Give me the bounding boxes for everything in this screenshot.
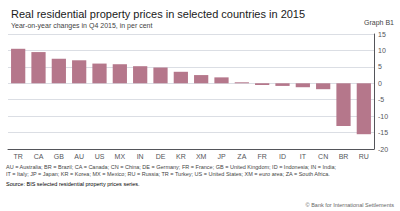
svg-text:BIS selected residential prope: BIS selected residential property prices…: [26, 181, 140, 187]
svg-text:-15: -15: [378, 129, 388, 136]
svg-text:RU: RU: [359, 153, 369, 160]
svg-text:IN: IN: [137, 153, 144, 160]
svg-text:CA: CA: [34, 153, 44, 160]
svg-text:5: 5: [378, 63, 382, 70]
svg-text:-10: -10: [378, 113, 388, 120]
svg-text:TR: TR: [13, 153, 22, 160]
svg-text:KR: KR: [176, 153, 186, 160]
svg-text:CN: CN: [318, 153, 328, 160]
svg-text:FR: FR: [257, 153, 266, 160]
svg-text:15: 15: [378, 31, 386, 38]
svg-text:DE: DE: [156, 153, 166, 160]
svg-text:Source:: Source:: [6, 181, 25, 187]
svg-text:AU: AU: [74, 153, 84, 160]
svg-text:IT: IT: [300, 153, 307, 160]
svg-text:MX: MX: [115, 153, 126, 160]
svg-text:ZA: ZA: [237, 153, 246, 160]
svg-text:US: US: [95, 153, 105, 160]
svg-text:0: 0: [378, 80, 382, 87]
svg-text:© Bank for International Settl: © Bank for International Settlements: [306, 202, 395, 208]
svg-text:BR: BR: [339, 153, 349, 160]
svg-text:IT = Italy; JP = Japan; KR = K: IT = Italy; JP = Japan; KR = Korea; MX =…: [6, 171, 330, 177]
svg-text:AU = Australia; BR = Brazil; C: AU = Australia; BR = Brazil; CA = Canada…: [6, 164, 336, 170]
svg-text:Real residential property pric: Real residential property prices in sele…: [11, 8, 305, 20]
svg-text:XM: XM: [196, 153, 207, 160]
svg-text:-5: -5: [378, 96, 384, 103]
svg-text:-20: -20: [378, 146, 388, 153]
svg-text:10: 10: [378, 47, 386, 54]
svg-text:Year-on-year changes in Q4 201: Year-on-year changes in Q4 2015, in per …: [11, 22, 152, 30]
svg-text:JP: JP: [217, 153, 226, 160]
svg-text:Graph B1: Graph B1: [364, 19, 394, 27]
svg-text:GB: GB: [54, 153, 64, 160]
svg-text:ID: ID: [279, 153, 286, 160]
